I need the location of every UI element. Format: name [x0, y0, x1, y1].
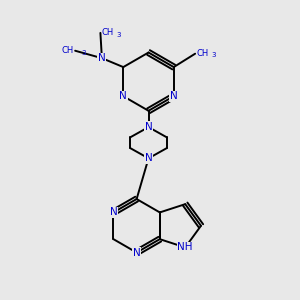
- Text: N: N: [145, 153, 152, 163]
- Text: N: N: [119, 91, 127, 101]
- Text: CH: CH: [102, 28, 114, 38]
- Text: 3: 3: [81, 50, 85, 56]
- Text: CH: CH: [196, 49, 209, 58]
- Text: N: N: [110, 207, 117, 218]
- Text: NH: NH: [178, 242, 193, 252]
- Text: 3: 3: [117, 32, 121, 38]
- Text: N: N: [170, 91, 178, 101]
- Text: CH: CH: [61, 46, 74, 55]
- Text: N: N: [133, 248, 140, 257]
- Text: 3: 3: [212, 52, 216, 59]
- Text: N: N: [98, 53, 106, 63]
- Text: N: N: [145, 122, 152, 132]
